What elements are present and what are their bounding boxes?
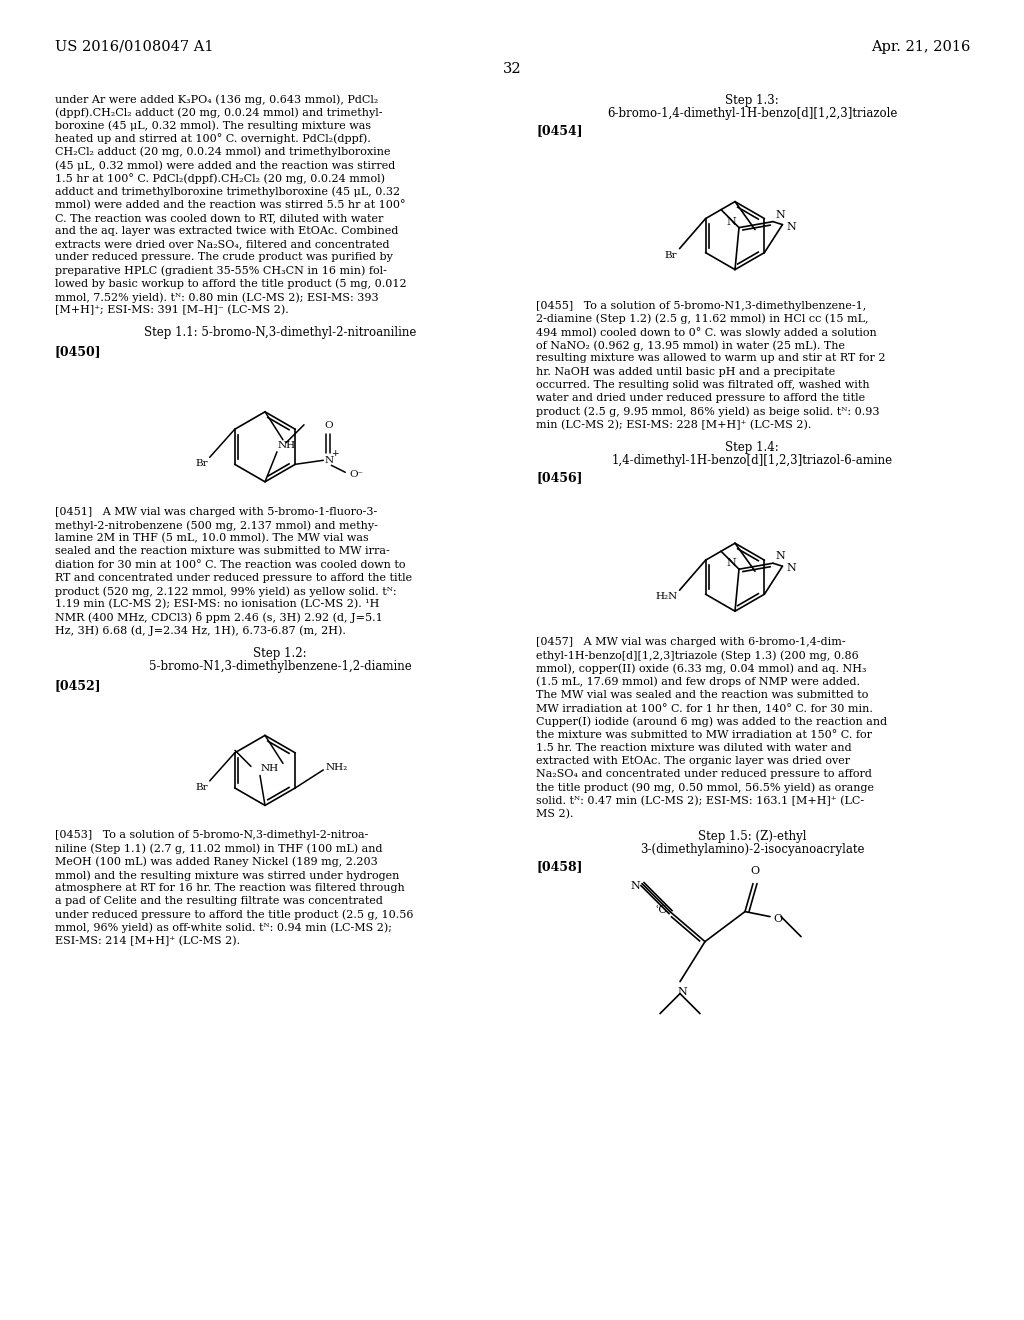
Text: Br: Br — [665, 251, 678, 260]
Text: N: N — [775, 552, 784, 561]
Text: occurred. The resulting solid was filtrated off, washed with: occurred. The resulting solid was filtra… — [536, 380, 869, 389]
Text: Step 1.3:: Step 1.3: — [725, 94, 779, 107]
Text: Apr. 21, 2016: Apr. 21, 2016 — [870, 40, 970, 54]
Text: preparative HPLC (gradient 35-55% CH₃CN in 16 min) fol-: preparative HPLC (gradient 35-55% CH₃CN … — [55, 265, 387, 276]
Text: mmol, 7.52% yield). tᴺ: 0.80 min (LC-MS 2); ESI-MS: 393: mmol, 7.52% yield). tᴺ: 0.80 min (LC-MS … — [55, 292, 379, 302]
Text: N: N — [775, 210, 784, 219]
Text: ESI-MS: 214 [M+H]⁺ (LC-MS 2).: ESI-MS: 214 [M+H]⁺ (LC-MS 2). — [55, 936, 240, 946]
Text: solid. tᴺ: 0.47 min (LC-MS 2); ESI-MS: 163.1 [M+H]⁺ (LC-: solid. tᴺ: 0.47 min (LC-MS 2); ESI-MS: 1… — [536, 796, 864, 807]
Text: Hz, 3H) 6.68 (d, J=2.34 Hz, 1H), 6.73-6.87 (m, 2H).: Hz, 3H) 6.68 (d, J=2.34 Hz, 1H), 6.73-6.… — [55, 626, 346, 636]
Text: resulting mixture was allowed to warm up and stir at RT for 2: resulting mixture was allowed to warm up… — [536, 354, 886, 363]
Text: N: N — [786, 564, 797, 573]
Text: water and dried under reduced pressure to afford the title: water and dried under reduced pressure t… — [536, 393, 865, 403]
Text: Step 1.4:: Step 1.4: — [725, 441, 779, 454]
Text: 3-(dimethylamino)-2-isocyanoacrylate: 3-(dimethylamino)-2-isocyanoacrylate — [640, 843, 864, 857]
Text: NMR (400 MHz, CDCl3) δ ppm 2.46 (s, 3H) 2.92 (d, J=5.1: NMR (400 MHz, CDCl3) δ ppm 2.46 (s, 3H) … — [55, 612, 383, 623]
Text: NH: NH — [278, 441, 296, 450]
Text: Step 1.5: (Z)-ethyl: Step 1.5: (Z)-ethyl — [697, 830, 806, 843]
Text: RT and concentrated under reduced pressure to afford the title: RT and concentrated under reduced pressu… — [55, 573, 412, 583]
Text: O: O — [773, 913, 782, 924]
Text: mmol) and the resulting mixture was stirred under hydrogen: mmol) and the resulting mixture was stir… — [55, 870, 399, 880]
Text: [0451]   A MW vial was charged with 5-bromo-1-fluoro-3-: [0451] A MW vial was charged with 5-brom… — [55, 507, 377, 517]
Text: Cupper(I) iodide (around 6 mg) was added to the reaction and: Cupper(I) iodide (around 6 mg) was added… — [536, 717, 887, 727]
Text: [0450]: [0450] — [55, 346, 101, 359]
Text: mmol) were added and the reaction was stirred 5.5 hr at 100°: mmol) were added and the reaction was st… — [55, 199, 406, 210]
Text: the mixture was submitted to MW irradiation at 150° C. for: the mixture was submitted to MW irradiat… — [536, 730, 872, 739]
Text: Step 1.1: 5-bromo-N,3-dimethyl-2-nitroaniline: Step 1.1: 5-bromo-N,3-dimethyl-2-nitroan… — [143, 326, 416, 339]
Text: N: N — [630, 880, 640, 891]
Text: lamine 2M in THF (5 mL, 10.0 mmol). The MW vial was: lamine 2M in THF (5 mL, 10.0 mmol). The … — [55, 533, 369, 544]
Text: 2-diamine (Step 1.2) (2.5 g, 11.62 mmol) in HCl cc (15 mL,: 2-diamine (Step 1.2) (2.5 g, 11.62 mmol)… — [536, 314, 868, 325]
Text: (dppf).CH₂Cl₂ adduct (20 mg, 0.0.24 mmol) and trimethyl-: (dppf).CH₂Cl₂ adduct (20 mg, 0.0.24 mmol… — [55, 107, 383, 117]
Text: a pad of Celite and the resulting filtrate was concentrated: a pad of Celite and the resulting filtra… — [55, 896, 383, 907]
Text: Step 1.2:: Step 1.2: — [253, 647, 307, 660]
Text: extracted with EtOAc. The organic layer was dried over: extracted with EtOAc. The organic layer … — [536, 756, 850, 766]
Text: O: O — [324, 421, 333, 430]
Text: [0454]: [0454] — [536, 124, 583, 137]
Text: N: N — [726, 216, 736, 227]
Text: (1.5 mL, 17.69 mmol) and few drops of NMP were added.: (1.5 mL, 17.69 mmol) and few drops of NM… — [536, 677, 860, 688]
Text: [0455]   To a solution of 5-bromo-N1,3-dimethylbenzene-1,: [0455] To a solution of 5-bromo-N1,3-dim… — [536, 301, 866, 310]
Text: The MW vial was sealed and the reaction was submitted to: The MW vial was sealed and the reaction … — [536, 690, 868, 700]
Text: diation for 30 min at 100° C. The reaction was cooled down to: diation for 30 min at 100° C. The reacti… — [55, 560, 406, 570]
Text: MW irradiation at 100° C. for 1 hr then, 140° C. for 30 min.: MW irradiation at 100° C. for 1 hr then,… — [536, 704, 872, 714]
Text: [0452]: [0452] — [55, 680, 101, 692]
Text: US 2016/0108047 A1: US 2016/0108047 A1 — [55, 40, 213, 54]
Text: 1,4-dimethyl-1H-benzo[d][1,2,3]triazol-6-amine: 1,4-dimethyl-1H-benzo[d][1,2,3]triazol-6… — [611, 454, 893, 467]
Text: hr. NaOH was added until basic pH and a precipitate: hr. NaOH was added until basic pH and a … — [536, 367, 836, 376]
Text: 6-bromo-1,4-dimethyl-1H-benzo[d][1,2,3]triazole: 6-bromo-1,4-dimethyl-1H-benzo[d][1,2,3]t… — [607, 107, 897, 120]
Text: under reduced pressure to afford the title product (2.5 g, 10.56: under reduced pressure to afford the tit… — [55, 909, 414, 920]
Text: extracts were dried over Na₂SO₄, filtered and concentrated: extracts were dried over Na₂SO₄, filtere… — [55, 239, 389, 249]
Text: atmosphere at RT for 16 hr. The reaction was filtered through: atmosphere at RT for 16 hr. The reaction… — [55, 883, 404, 894]
Text: 494 mmol) cooled down to 0° C. was slowly added a solution: 494 mmol) cooled down to 0° C. was slowl… — [536, 327, 877, 338]
Text: MS 2).: MS 2). — [536, 809, 573, 820]
Text: 1.5 hr at 100° C. PdCl₂(dppf).CH₂Cl₂ (20 mg, 0.0.24 mmol): 1.5 hr at 100° C. PdCl₂(dppf).CH₂Cl₂ (20… — [55, 173, 385, 183]
Text: NH₂: NH₂ — [326, 763, 347, 772]
Text: N: N — [677, 986, 687, 997]
Text: under Ar were added K₃PO₄ (136 mg, 0.643 mmol), PdCl₂: under Ar were added K₃PO₄ (136 mg, 0.643… — [55, 94, 378, 104]
Text: sealed and the reaction mixture was submitted to MW irra-: sealed and the reaction mixture was subm… — [55, 546, 390, 557]
Text: [0456]: [0456] — [536, 471, 583, 484]
Text: min (LC-MS 2); ESI-MS: 228 [M+H]⁺ (LC-MS 2).: min (LC-MS 2); ESI-MS: 228 [M+H]⁺ (LC-MS… — [536, 420, 811, 430]
Text: MeOH (100 mL) was added Raney Nickel (189 mg, 2.203: MeOH (100 mL) was added Raney Nickel (18… — [55, 857, 378, 867]
Text: N: N — [325, 455, 334, 465]
Text: ʿC: ʿC — [655, 904, 667, 915]
Text: 1.19 min (LC-MS 2); ESI-MS: no ionisation (LC-MS 2). ¹H: 1.19 min (LC-MS 2); ESI-MS: no ionisatio… — [55, 599, 379, 610]
Text: product (520 mg, 2.122 mmol, 99% yield) as yellow solid. tᴺ:: product (520 mg, 2.122 mmol, 99% yield) … — [55, 586, 396, 597]
Text: [0453]   To a solution of 5-bromo-N,3-dimethyl-2-nitroa-: [0453] To a solution of 5-bromo-N,3-dime… — [55, 830, 369, 841]
Text: 5-bromo-N1,3-dimethylbenzene-1,2-diamine: 5-bromo-N1,3-dimethylbenzene-1,2-diamine — [148, 660, 412, 673]
Text: Na₂SO₄ and concentrated under reduced pressure to afford: Na₂SO₄ and concentrated under reduced pr… — [536, 770, 871, 779]
Text: N: N — [726, 558, 736, 568]
Text: adduct and trimethylboroxine trimethylboroxine (45 μL, 0.32: adduct and trimethylboroxine trimethylbo… — [55, 186, 400, 197]
Text: the title product (90 mg, 0.50 mmol, 56.5% yield) as orange: the title product (90 mg, 0.50 mmol, 56.… — [536, 783, 874, 793]
Text: product (2.5 g, 9.95 mmol, 86% yield) as beige solid. tᴺ: 0.93: product (2.5 g, 9.95 mmol, 86% yield) as… — [536, 407, 880, 417]
Text: 32: 32 — [503, 62, 521, 77]
Text: O: O — [751, 866, 760, 875]
Text: O⁻: O⁻ — [349, 470, 364, 479]
Text: +: + — [332, 449, 339, 458]
Text: H₂N: H₂N — [655, 593, 678, 601]
Text: Br: Br — [195, 783, 208, 792]
Text: lowed by basic workup to afford the title product (5 mg, 0.012: lowed by basic workup to afford the titl… — [55, 279, 407, 289]
Text: Br: Br — [195, 459, 208, 469]
Text: ethyl-1H-benzo[d][1,2,3]triazole (Step 1.3) (200 mg, 0.86: ethyl-1H-benzo[d][1,2,3]triazole (Step 1… — [536, 651, 859, 661]
Text: and the aq. layer was extracted twice with EtOAc. Combined: and the aq. layer was extracted twice wi… — [55, 226, 398, 236]
Text: [0458]: [0458] — [536, 861, 583, 874]
Text: niline (Step 1.1) (2.7 g, 11.02 mmol) in THF (100 mL) and: niline (Step 1.1) (2.7 g, 11.02 mmol) in… — [55, 843, 383, 854]
Text: heated up and stirred at 100° C. overnight. PdCl₂(dppf).: heated up and stirred at 100° C. overnig… — [55, 133, 371, 144]
Text: [M+H]⁺; ESI-MS: 391 [M–H]⁻ (LC-MS 2).: [M+H]⁺; ESI-MS: 391 [M–H]⁻ (LC-MS 2). — [55, 305, 289, 315]
Text: NH: NH — [261, 764, 280, 774]
Text: (45 μL, 0.32 mmol) were added and the reaction was stirred: (45 μL, 0.32 mmol) were added and the re… — [55, 160, 395, 170]
Text: mmol, 96% yield) as off-white solid. tᴺ: 0.94 min (LC-MS 2);: mmol, 96% yield) as off-white solid. tᴺ:… — [55, 923, 392, 933]
Text: boroxine (45 μL, 0.32 mmol). The resulting mixture was: boroxine (45 μL, 0.32 mmol). The resulti… — [55, 120, 371, 131]
Text: CH₂Cl₂ adduct (20 mg, 0.0.24 mmol) and trimethylboroxine: CH₂Cl₂ adduct (20 mg, 0.0.24 mmol) and t… — [55, 147, 390, 157]
Text: N: N — [786, 222, 797, 231]
Text: C. The reaction was cooled down to RT, diluted with water: C. The reaction was cooled down to RT, d… — [55, 213, 383, 223]
Text: under reduced pressure. The crude product was purified by: under reduced pressure. The crude produc… — [55, 252, 393, 263]
Text: 1.5 hr. The reaction mixture was diluted with water and: 1.5 hr. The reaction mixture was diluted… — [536, 743, 852, 752]
Text: [0457]   A MW vial was charged with 6-bromo-1,4-dim-: [0457] A MW vial was charged with 6-brom… — [536, 638, 846, 647]
Text: methyl-2-nitrobenzene (500 mg, 2.137 mmol) and methy-: methyl-2-nitrobenzene (500 mg, 2.137 mmo… — [55, 520, 378, 531]
Text: of NaNO₂ (0.962 g, 13.95 mmol) in water (25 mL). The: of NaNO₂ (0.962 g, 13.95 mmol) in water … — [536, 341, 845, 351]
Text: mmol), copper(II) oxide (6.33 mg, 0.04 mmol) and aq. NH₃: mmol), copper(II) oxide (6.33 mg, 0.04 m… — [536, 664, 866, 675]
